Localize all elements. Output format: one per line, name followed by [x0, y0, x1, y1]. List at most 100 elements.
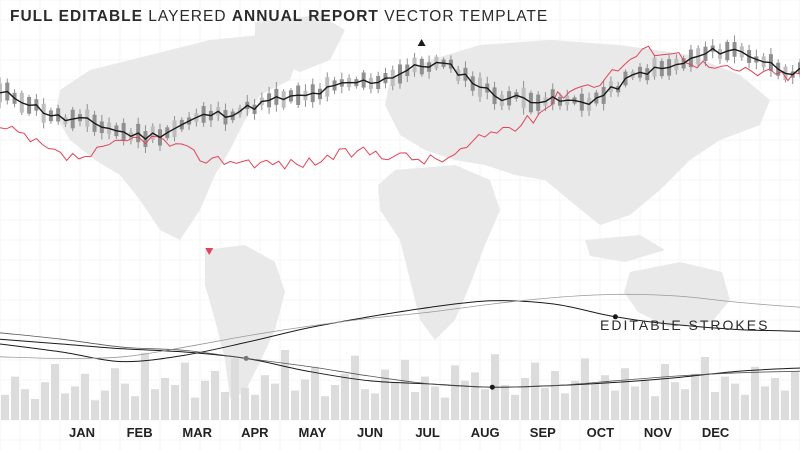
x-tick-label: DEC [702, 425, 730, 440]
map-africa [378, 165, 500, 340]
volume-bar [251, 394, 259, 420]
volume-bar [161, 378, 169, 420]
volume-bar [601, 375, 609, 420]
volume-bar [41, 382, 49, 420]
volume-bar [61, 393, 69, 420]
volume-bar [351, 355, 359, 420]
volume-bar [231, 358, 239, 420]
wave-line [0, 293, 800, 359]
x-tick-label: OCT [587, 425, 615, 440]
volume-bar [651, 396, 659, 420]
markers [205, 39, 426, 255]
x-tick-label: NOV [644, 425, 673, 440]
volume-bar [21, 389, 29, 420]
volume-bar [261, 375, 269, 420]
volume-bar [381, 369, 389, 420]
volume-bar [741, 394, 749, 420]
volume-bar [271, 383, 279, 420]
volume-bar [631, 386, 639, 420]
volume-bar [1, 394, 9, 420]
volume-bar [441, 397, 449, 420]
volume-bars [1, 350, 799, 420]
volume-bar [671, 382, 679, 420]
volume-bar [101, 390, 109, 420]
wave-dot [612, 314, 618, 320]
x-tick-label: JAN [69, 425, 95, 440]
volume-bar [731, 383, 739, 420]
title-part-3: ANNUAL REPORT [231, 8, 379, 25]
volume-bar [211, 371, 219, 420]
volume-bar [571, 380, 579, 420]
map-greenland [255, 15, 345, 72]
volume-bar [461, 380, 469, 420]
title-part-1: FULL EDITABLE [10, 8, 143, 25]
volume-bar [511, 394, 519, 420]
volume-bar [621, 368, 629, 420]
volume-bar [761, 386, 769, 420]
volume-bar [501, 385, 509, 420]
low-marker [205, 248, 214, 255]
x-tick-label: APR [241, 425, 269, 440]
volume-bar [171, 385, 179, 420]
page-title: FULL EDITABLE LAYERED ANNUAL REPORT VECT… [10, 8, 548, 26]
x-tick-label: AUG [471, 425, 500, 440]
volume-bar [221, 392, 229, 420]
volume-bar [661, 364, 669, 420]
map-south-america [205, 245, 285, 398]
wave-line [0, 332, 800, 388]
wave-line [0, 338, 800, 388]
map-indonesia [585, 235, 665, 262]
volume-bar [311, 366, 319, 420]
volume-bar [391, 382, 399, 420]
volume-bar [721, 376, 729, 420]
x-axis-ticks: JAN FEB MAR APR MAY JUN JUL AUG SEP OCT NOV DEC [69, 425, 730, 440]
volume-bar [431, 386, 439, 420]
volume-bar [191, 397, 199, 420]
volume-bar [91, 400, 99, 420]
volume-bar [291, 390, 299, 420]
volume-bar [11, 376, 19, 420]
x-tick-label: SEP [530, 425, 556, 440]
volume-bar [201, 380, 209, 420]
volume-bar [71, 386, 79, 420]
x-tick-label: JUN [357, 425, 383, 440]
volume-bar [421, 376, 429, 420]
x-tick-label: JUL [415, 425, 440, 440]
title-part-2: LAYERED [148, 8, 227, 25]
volume-bar [321, 396, 329, 420]
volume-bar [411, 392, 419, 420]
x-tick-label: MAY [299, 425, 327, 440]
title-part-4: VECTOR TEMPLATE [384, 8, 549, 25]
volume-bar [691, 373, 699, 420]
volume-bar [281, 350, 289, 420]
volume-bar [131, 396, 139, 420]
volume-bar [181, 362, 189, 420]
volume-bar [341, 373, 349, 420]
volume-bar [791, 371, 799, 420]
volume-bar [591, 383, 599, 420]
high-marker [417, 39, 426, 46]
volume-bar [471, 372, 479, 420]
volume-bar [331, 385, 339, 420]
volume-bar [641, 379, 649, 420]
volume-bar [451, 365, 459, 420]
volume-bar [531, 362, 539, 420]
volume-bar [111, 368, 119, 420]
wave-line [0, 300, 800, 363]
volume-bar [681, 389, 689, 420]
volume-bar [551, 371, 559, 420]
volume-bar [51, 364, 59, 420]
volume-bar [141, 352, 149, 420]
wave-dot [243, 355, 249, 361]
volume-bar [481, 389, 489, 420]
main-series-line [0, 47, 800, 141]
volume-bar [241, 387, 249, 420]
volume-bar [401, 359, 409, 420]
volume-bar [81, 373, 89, 420]
volume-bar [711, 392, 719, 420]
wave-dot [489, 384, 495, 390]
series-lines [0, 45, 800, 390]
volume-bar [371, 393, 379, 420]
